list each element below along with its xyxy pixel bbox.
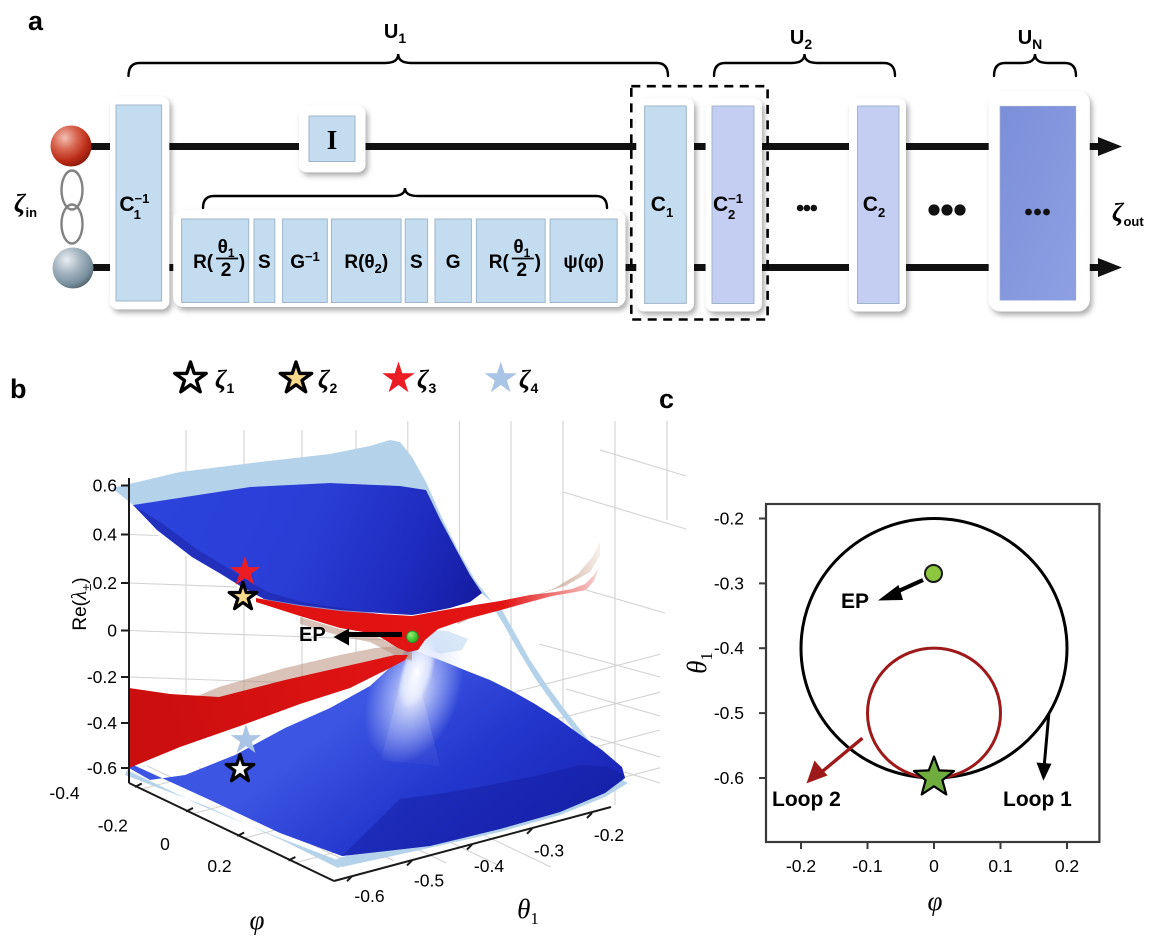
svg-text:-0.4: -0.4 xyxy=(714,638,744,658)
svg-text:ψ(φ): ψ(φ) xyxy=(563,252,604,273)
svg-text:Loop 2: Loop 2 xyxy=(772,788,841,811)
svg-text:EP: EP xyxy=(299,624,326,646)
svg-text:EP: EP xyxy=(841,590,869,613)
svg-text:): ) xyxy=(535,252,541,273)
svg-text:-0.6: -0.6 xyxy=(714,768,744,788)
svg-text:-0.2: -0.2 xyxy=(786,856,816,876)
svg-text:0.2: 0.2 xyxy=(93,573,117,593)
svg-text:2: 2 xyxy=(221,260,232,281)
svg-text:0.2: 0.2 xyxy=(207,856,231,876)
svg-text:S: S xyxy=(258,252,271,273)
svg-text:-0.4: -0.4 xyxy=(49,783,79,803)
svg-text:): ) xyxy=(239,252,245,273)
svg-text:0: 0 xyxy=(929,856,939,876)
svg-text:0.2: 0.2 xyxy=(1055,856,1079,876)
svg-text:-0.6: -0.6 xyxy=(87,758,117,778)
svg-text:φ: φ xyxy=(928,886,943,916)
svg-text:-0.5: -0.5 xyxy=(414,871,444,891)
svg-text:-0.2: -0.2 xyxy=(714,509,744,529)
svg-text:-0.5: -0.5 xyxy=(714,703,744,723)
svg-text:-0.4: -0.4 xyxy=(474,856,504,876)
svg-text:0: 0 xyxy=(160,834,170,854)
svg-text:S: S xyxy=(410,252,423,273)
svg-text:0: 0 xyxy=(107,621,117,641)
svg-text:0.1: 0.1 xyxy=(988,856,1012,876)
svg-text:φ: φ xyxy=(250,905,265,935)
svg-text:0.6: 0.6 xyxy=(93,476,117,496)
svg-text:-0.2: -0.2 xyxy=(594,825,624,845)
svg-text:R(: R( xyxy=(489,252,510,273)
svg-text:0.4: 0.4 xyxy=(93,525,118,545)
svg-text:-0.2: -0.2 xyxy=(98,816,128,836)
svg-text:Re(λ±): Re(λ±) xyxy=(67,577,94,630)
svg-text:-0.3: -0.3 xyxy=(534,841,564,861)
svg-text:R(: R( xyxy=(193,252,214,273)
svg-text:2: 2 xyxy=(517,260,528,281)
svg-text:Loop 1: Loop 1 xyxy=(1003,788,1072,811)
svg-text:G: G xyxy=(446,252,461,273)
svg-text:-0.1: -0.1 xyxy=(852,856,882,876)
svg-text:I: I xyxy=(327,125,338,155)
svg-text:-0.4: -0.4 xyxy=(87,713,117,733)
svg-text:c: c xyxy=(659,384,674,414)
svg-text:R(θ2): R(θ2) xyxy=(344,252,388,276)
svg-text:b: b xyxy=(10,374,27,404)
svg-text:-0.3: -0.3 xyxy=(714,573,744,593)
svg-text:-0.6: -0.6 xyxy=(354,886,384,906)
svg-text:a: a xyxy=(28,6,44,36)
svg-text:-0.2: -0.2 xyxy=(87,667,117,687)
